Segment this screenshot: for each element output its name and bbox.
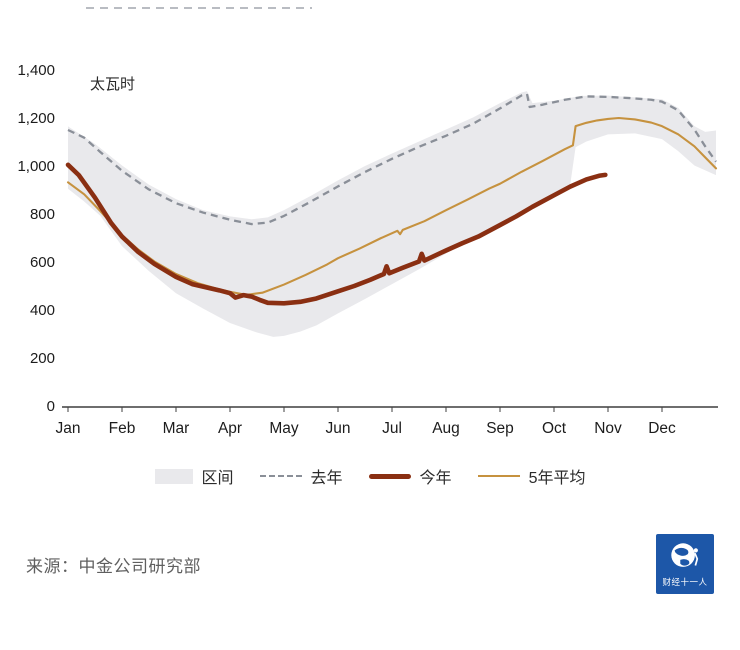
svg-text:0: 0 [47,398,55,415]
svg-text:Jul: Jul [382,420,402,437]
svg-text:1,200: 1,200 [17,110,55,127]
legend-item-this-year: 今年 [368,464,452,488]
globe-icon [671,543,699,567]
svg-text:Dec: Dec [648,420,676,437]
svg-text:太瓦时: 太瓦时 [90,76,135,93]
legend-item-last-year: 去年 [259,464,343,488]
legend-label-last-year: 去年 [310,470,343,487]
legend-item-band: 区间 [154,464,234,488]
svg-text:400: 400 [30,302,55,319]
svg-text:May: May [269,420,299,437]
svg-text:1,400: 1,400 [17,62,55,79]
svg-text:Oct: Oct [542,420,567,437]
legend-label-this-year: 今年 [419,470,452,487]
svg-text:Aug: Aug [432,420,460,437]
svg-text:Mar: Mar [163,420,190,437]
five-year-swatch [477,474,520,478]
source-text: 来源：中金公司研究部 [26,556,201,576]
svg-text:1,000: 1,000 [17,158,55,175]
svg-text:600: 600 [30,254,55,271]
chart-svg: Jan Feb Mar Apr May Jun Jul Aug Sep Oct Nov Dec 0 200… [17,7,718,437]
svg-text:Sep: Sep [486,420,514,437]
legend-label-five-year-avg: 5年平均 [528,470,586,487]
legend-item-five-year-avg: 5年平均 [477,464,586,488]
last-year-swatch [259,475,302,477]
svg-text:Feb: Feb [109,420,136,437]
legend-label-band: 区间 [201,470,234,487]
svg-text:Jan: Jan [56,420,81,437]
brand-logo: 财经十一人 [656,534,714,594]
svg-text:Apr: Apr [218,420,242,437]
svg-text:800: 800 [30,206,55,223]
svg-text:200: 200 [30,350,55,367]
svg-text:Nov: Nov [594,420,622,437]
band-swatch [154,468,193,484]
brand-logo-text: 财经十一人 [662,577,708,587]
footer: 来源：中金公司研究部 财经十一人 [0,534,740,594]
chart-legend: 区间 去年 今年 5年平均 [0,464,740,488]
this-year-swatch [368,473,411,479]
svg-text:Jun: Jun [326,420,351,437]
